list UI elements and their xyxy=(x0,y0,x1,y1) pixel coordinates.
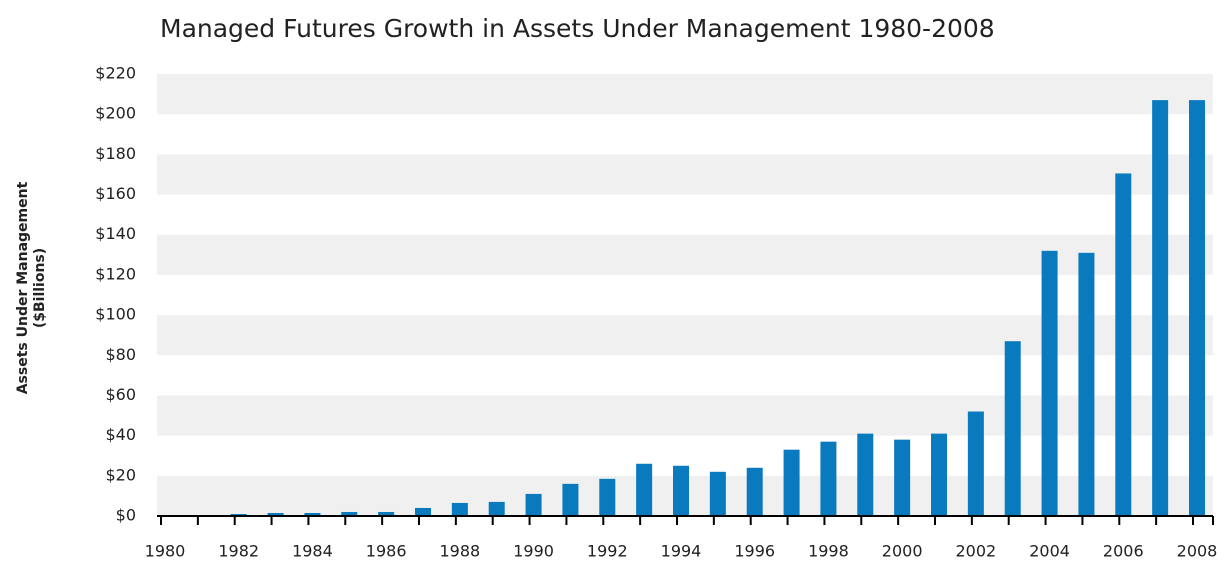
x-tick-label: 2008 xyxy=(1177,542,1218,561)
bar xyxy=(931,433,947,516)
x-tick-label: 2002 xyxy=(955,542,996,561)
bar xyxy=(1078,252,1095,517)
x-tick-label: 1996 xyxy=(734,542,775,561)
y-tick-label: $100 xyxy=(95,305,136,324)
x-tick-label: 1994 xyxy=(661,542,702,561)
bar xyxy=(341,511,358,516)
bar xyxy=(451,502,468,516)
y-tick-label: $80 xyxy=(105,345,136,364)
bar xyxy=(673,465,689,516)
bar xyxy=(636,463,653,516)
bar xyxy=(1189,100,1205,517)
bar xyxy=(488,501,505,516)
y-tick-label: $220 xyxy=(95,64,136,83)
x-tick-label: 1986 xyxy=(366,542,407,561)
y-tick-label: $180 xyxy=(95,144,136,163)
bar xyxy=(378,511,395,516)
y-axis-label-line: ($Billions) xyxy=(32,248,48,328)
grid-band xyxy=(157,315,1213,356)
bar xyxy=(967,411,984,516)
grid-band xyxy=(157,234,1213,275)
bar xyxy=(1152,100,1169,517)
bar xyxy=(709,471,726,516)
y-tick-label: $160 xyxy=(95,184,136,203)
bar xyxy=(857,433,874,516)
x-tick-label: 1998 xyxy=(808,542,849,561)
y-axis-label-line: Assets Under Management xyxy=(15,181,31,394)
x-tick-label: 1992 xyxy=(587,542,628,561)
x-tick-label: 2000 xyxy=(882,542,923,561)
bar xyxy=(267,512,284,516)
y-tick-label: $40 xyxy=(105,425,136,444)
x-tick-label: 2004 xyxy=(1029,542,1070,561)
y-tick-label: $200 xyxy=(95,104,136,123)
bar xyxy=(894,439,911,516)
grid-band xyxy=(157,74,1213,115)
y-tick-label: $0 xyxy=(116,506,136,525)
bar xyxy=(562,483,579,516)
bar xyxy=(746,467,763,516)
bar xyxy=(1041,250,1058,517)
x-tick-label: 1984 xyxy=(292,542,333,561)
chart-title: Managed Futures Growth in Assets Under M… xyxy=(160,14,995,43)
bar xyxy=(1004,341,1021,516)
y-axis-label: Assets Under Management ($Billions) xyxy=(15,181,48,394)
bar xyxy=(783,449,800,516)
y-tick-label: $20 xyxy=(105,465,136,484)
bar xyxy=(820,441,837,516)
bar xyxy=(525,493,542,516)
bar xyxy=(599,478,616,516)
x-tick-label: 1982 xyxy=(218,542,259,561)
y-tick-label: $120 xyxy=(95,264,136,283)
grid-band xyxy=(157,154,1213,195)
x-tick-label: 1988 xyxy=(439,542,480,561)
bar xyxy=(1115,173,1132,516)
x-tick-label: 1990 xyxy=(513,542,554,561)
y-tick-label: $60 xyxy=(105,385,136,404)
x-tick-label: 1980 xyxy=(145,542,186,561)
bar xyxy=(415,507,431,516)
bar xyxy=(304,512,321,516)
grid-band xyxy=(157,395,1213,436)
y-tick-label: $140 xyxy=(95,224,136,243)
x-tick-label: 2006 xyxy=(1103,542,1144,561)
bar xyxy=(230,513,247,516)
